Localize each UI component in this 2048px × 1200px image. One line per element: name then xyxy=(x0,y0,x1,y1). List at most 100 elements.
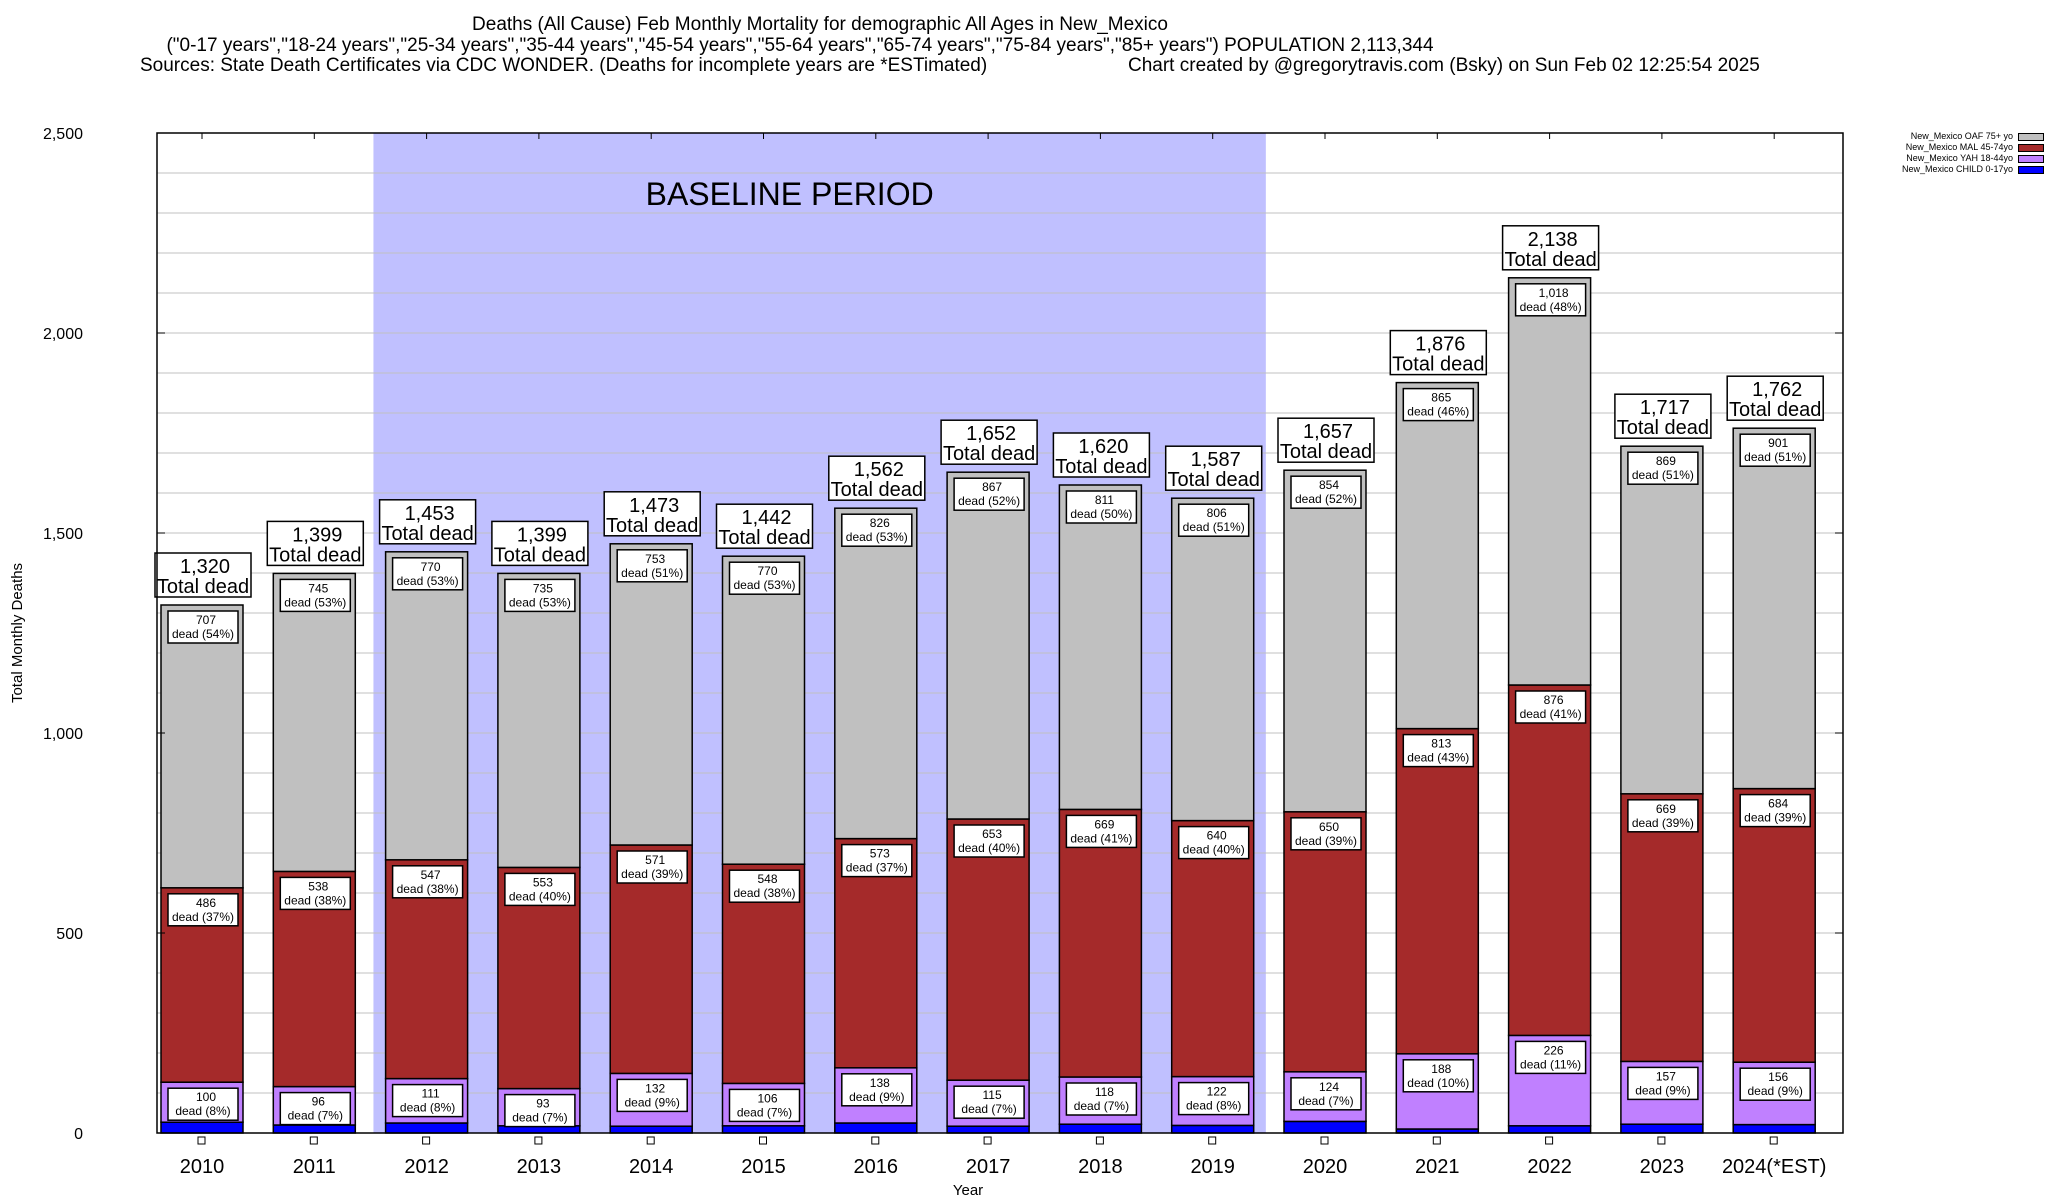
chart-legend: New_Mexico OAF 75+ yo New_Mexico MAL 45-7… xyxy=(1862,131,2048,175)
segment-label-box xyxy=(167,893,239,927)
segment-pct-label: dead (53%) xyxy=(509,595,571,609)
chart-credit: Chart created by @gregorytravis.com (Bsk… xyxy=(1128,55,1760,76)
legend-item: New_Mexico YAH 18-44yo xyxy=(1862,153,2048,164)
total-label-box xyxy=(1052,432,1151,478)
segment-value-label: 813 xyxy=(1431,737,1451,751)
segment-pct-label: dead (9%) xyxy=(625,1095,680,1109)
segment-value-label: 1,018 xyxy=(1539,286,1569,300)
segment-value-label: 854 xyxy=(1319,478,1339,492)
segment-pct-label: dead (39%) xyxy=(1744,811,1806,825)
segment-pct-label: dead (39%) xyxy=(621,867,683,881)
segment-pct-label: dead (51%) xyxy=(621,566,683,580)
bar-segment-oaf xyxy=(834,507,918,840)
segment-value-label: 118 xyxy=(1095,1085,1114,1099)
y-axis-label: Total Monthly Deaths xyxy=(9,563,26,703)
segment-pct-label: dead (9%) xyxy=(1635,1083,1690,1097)
segment-value-label: 811 xyxy=(1095,493,1114,507)
segment-pct-label: dead (38%) xyxy=(397,882,459,896)
segment-pct-label: dead (7%) xyxy=(1298,1094,1353,1108)
segment-value-label: 867 xyxy=(982,480,1002,494)
total-value-label: 1,587 xyxy=(1191,449,1241,471)
segment-value-label: 571 xyxy=(645,853,665,867)
total-label-box xyxy=(266,520,365,567)
segment-label-box xyxy=(953,824,1025,858)
bar-segment-oaf xyxy=(721,555,806,865)
segment-pct-label: dead (37%) xyxy=(846,861,908,875)
legend-swatch xyxy=(2018,165,2044,174)
segment-value-label: 669 xyxy=(1094,817,1114,831)
legend-label: New_Mexico CHILD 0-17yo xyxy=(1901,164,2013,174)
segment-value-label: 669 xyxy=(1656,802,1676,816)
segment-label-box xyxy=(167,1087,239,1121)
total-value-label: 1,652 xyxy=(966,423,1016,445)
segment-pct-label: dead (39%) xyxy=(1295,834,1357,848)
total-label-box xyxy=(1277,417,1375,463)
segment-label-box xyxy=(728,1088,801,1123)
segment-value-label: 735 xyxy=(533,581,553,595)
total-label-box xyxy=(491,520,589,567)
bar-segment-mal xyxy=(1283,811,1367,1073)
segment-value-label: 111 xyxy=(421,1087,440,1101)
segment-pct-label: dead (51%) xyxy=(1183,520,1245,534)
segment-label-box xyxy=(391,557,464,591)
x-tick-label: 2024(*EST) xyxy=(1722,1156,1827,1178)
total-value-label: 1,657 xyxy=(1303,421,1353,443)
segment-pct-label: dead (51%) xyxy=(1744,450,1806,464)
x-tick-label: 2018 xyxy=(1078,1156,1123,1178)
total-text-label: Total dead xyxy=(1504,249,1596,271)
segment-pct-label: dead (46%) xyxy=(1407,405,1469,419)
total-value-label: 1,473 xyxy=(629,495,679,517)
segment-pct-label: dead (38%) xyxy=(733,886,795,900)
segment-pct-label: dead (53%) xyxy=(846,530,908,544)
y-tick-label: 1,000 xyxy=(43,726,83,743)
segment-label-box xyxy=(1514,690,1587,724)
total-text-label: Total dead xyxy=(269,544,361,566)
x-marker xyxy=(759,1136,767,1145)
total-label-box xyxy=(1389,329,1488,376)
y-tick-label: 2,500 xyxy=(43,126,83,143)
baseline-period-label: BASELINE PERIOD xyxy=(646,176,934,212)
segment-label-box xyxy=(1065,1082,1138,1116)
bar-segment-child xyxy=(384,1122,469,1134)
bar-segment-child xyxy=(1507,1125,1592,1134)
segment-value-label: 138 xyxy=(870,1076,890,1090)
segment-label-box xyxy=(728,561,801,595)
segment-pct-label: dead (9%) xyxy=(1748,1084,1803,1098)
total-text-label: Total dead xyxy=(1392,354,1484,376)
x-tick-label: 2015 xyxy=(741,1156,786,1178)
segment-label-box xyxy=(1402,387,1475,422)
segment-label-box xyxy=(1627,451,1699,485)
segment-pct-label: dead (54%) xyxy=(172,627,234,641)
x-tick-label: 2021 xyxy=(1415,1156,1460,1178)
total-text-label: Total dead xyxy=(606,515,698,537)
bar-segment-mal xyxy=(1507,684,1592,1037)
legend-swatch xyxy=(2018,143,2044,152)
total-value-label: 1,399 xyxy=(517,524,567,546)
segment-pct-label: dead (9%) xyxy=(849,1090,904,1104)
segment-label-box xyxy=(504,1093,576,1128)
y-tick-label: 500 xyxy=(56,926,83,943)
segment-label-box xyxy=(1177,825,1250,860)
segment-label-box xyxy=(616,1078,688,1113)
total-label-box xyxy=(940,419,1038,465)
bar-segment-child xyxy=(1620,1123,1704,1134)
segment-label-box xyxy=(1739,433,1811,467)
x-tick-label: 2012 xyxy=(404,1156,449,1178)
chart-subtitle: ("0-17 years","18-24 years","25-34 years… xyxy=(166,35,1434,56)
segment-value-label: 486 xyxy=(196,896,216,910)
segment-label-box xyxy=(391,865,464,899)
bar-segment-oaf xyxy=(1170,497,1255,822)
segment-pct-label: dead (52%) xyxy=(958,494,1020,508)
segment-label-box xyxy=(1627,1066,1699,1101)
bar-segment-child xyxy=(1283,1120,1367,1134)
legend-item: New_Mexico OAF 75+ yo xyxy=(1862,131,2048,142)
segment-label-box xyxy=(279,1091,352,1126)
segment-pct-label: dead (43%) xyxy=(1407,751,1469,765)
x-marker xyxy=(983,1136,992,1145)
legend-swatch xyxy=(2018,132,2044,141)
segment-label-box xyxy=(1739,793,1811,828)
segment-label-box xyxy=(953,1085,1025,1119)
x-tick-label: 2023 xyxy=(1640,1156,1685,1178)
segment-pct-label: dead (8%) xyxy=(1186,1099,1241,1113)
segment-value-label: 770 xyxy=(421,560,441,574)
